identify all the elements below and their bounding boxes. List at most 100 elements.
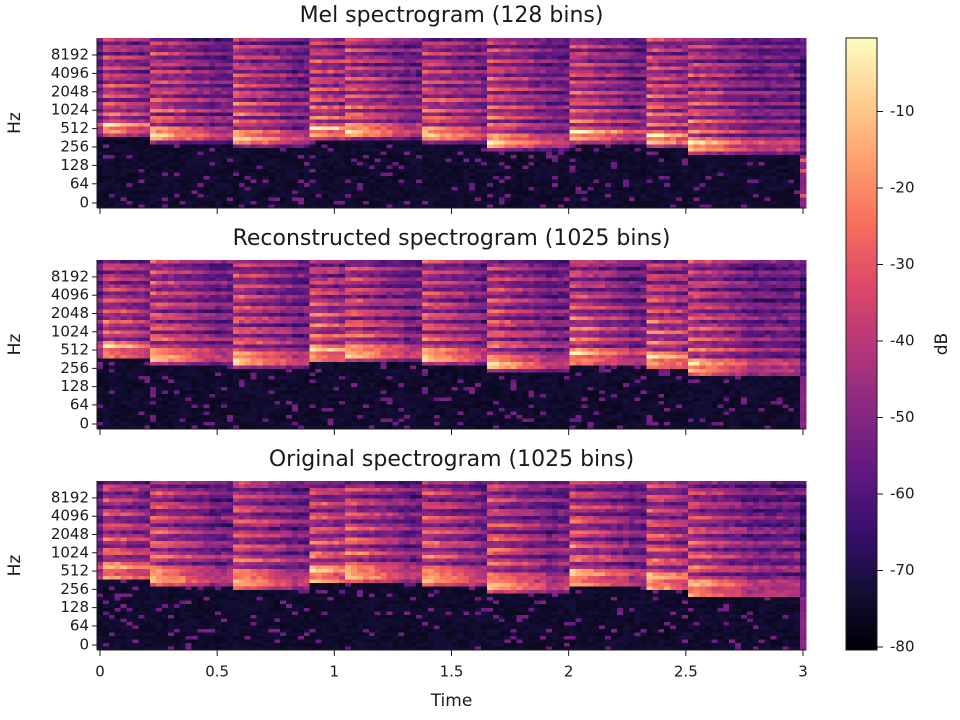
heatmap-cell — [232, 98, 240, 103]
heatmap-cell — [244, 59, 252, 64]
heatmap-cell — [670, 190, 677, 195]
heatmap-cell — [616, 176, 624, 181]
heatmap-cell — [345, 179, 352, 184]
heatmap-cell — [664, 112, 671, 117]
heatmap-cell — [581, 66, 588, 71]
heatmap-cell — [433, 144, 441, 149]
heatmap-cell — [156, 80, 163, 85]
heatmap-cell — [226, 161, 234, 167]
heatmap-cell — [587, 80, 594, 85]
heatmap-cell — [345, 91, 352, 96]
heatmap-cell — [386, 38, 394, 43]
heatmap-cell — [469, 73, 476, 78]
heatmap-cell — [540, 108, 547, 113]
heatmap-cell — [380, 176, 388, 181]
heatmap-cell — [421, 130, 429, 135]
heatmap-cell — [540, 80, 547, 85]
heatmap-cell — [492, 200, 500, 206]
heatmap-cell — [593, 204, 600, 209]
heatmap-cell — [439, 41, 447, 46]
heatmap-cell — [634, 161, 642, 167]
heatmap-cell — [197, 108, 204, 113]
heatmap-cell — [339, 147, 346, 152]
heatmap-cell — [179, 200, 187, 206]
heatmap-cell — [463, 108, 470, 113]
heatmap-cell — [150, 169, 157, 174]
heatmap-cell — [327, 165, 334, 170]
heatmap-cell — [551, 193, 559, 198]
heatmap-cell — [557, 59, 565, 64]
heatmap-cell — [333, 161, 340, 167]
heatmap-cell — [563, 165, 571, 170]
heatmap-cell — [238, 45, 246, 50]
heatmap-cell — [528, 84, 535, 89]
heatmap-cell — [173, 101, 181, 106]
heatmap-cell — [244, 151, 252, 156]
heatmap-cell — [628, 52, 636, 57]
heatmap-cell — [528, 115, 535, 121]
heatmap-cell — [108, 101, 116, 106]
heatmap-cell — [575, 123, 583, 128]
heatmap-cell — [232, 62, 240, 67]
heatmap-cell — [587, 147, 594, 152]
heatmap-cell — [664, 169, 671, 174]
heatmap-cell — [628, 91, 636, 96]
heatmap-cell — [687, 158, 695, 163]
heatmap-cell — [280, 169, 287, 174]
heatmap-cell — [605, 204, 612, 209]
heatmap-cell — [156, 190, 163, 195]
heatmap-cell — [221, 137, 228, 142]
heatmap-cell — [244, 204, 252, 209]
heatmap-cell — [492, 197, 500, 202]
heatmap-cell — [457, 87, 464, 92]
heatmap-cell — [439, 154, 447, 160]
heatmap-cell — [191, 115, 199, 121]
heatmap-cell — [445, 84, 453, 89]
heatmap-cell — [209, 108, 216, 113]
heatmap-cell — [475, 91, 482, 96]
heatmap-cell — [593, 133, 600, 138]
heatmap-cell — [197, 91, 204, 96]
heatmap-cell — [221, 55, 228, 60]
heatmap-cell — [693, 158, 701, 163]
heatmap-cell — [286, 176, 293, 181]
heatmap-cell — [238, 112, 246, 117]
heatmap-cell — [416, 154, 423, 160]
heatmap-cell — [191, 84, 199, 89]
heatmap-cell — [291, 98, 299, 103]
heatmap-cell — [356, 73, 364, 78]
heatmap-cell — [97, 183, 104, 188]
heatmap-cell — [374, 84, 382, 89]
heatmap-cell — [209, 119, 216, 124]
heatmap-cell — [161, 193, 169, 198]
heatmap-cell — [486, 115, 494, 121]
heatmap-cell — [587, 91, 594, 96]
heatmap-cell — [114, 126, 122, 131]
heatmap-cell — [374, 98, 382, 103]
heatmap-cell — [516, 94, 523, 99]
heatmap-cell — [209, 165, 216, 170]
heatmap-cell — [386, 94, 394, 99]
heatmap-cell — [404, 84, 411, 89]
heatmap-cell — [268, 55, 275, 60]
heatmap-cell — [681, 179, 689, 184]
heatmap-cell — [687, 73, 695, 78]
heatmap-cell — [392, 55, 399, 60]
heatmap-cell — [286, 161, 293, 167]
heatmap-cell — [557, 126, 565, 131]
heatmap-cell — [303, 55, 311, 60]
heatmap-cell — [132, 94, 139, 99]
heatmap-cell — [611, 91, 618, 96]
heatmap-cell — [262, 176, 269, 181]
heatmap-cell — [185, 176, 193, 181]
heatmap-cell — [167, 161, 175, 167]
heatmap-cell — [699, 158, 707, 163]
heatmap-cell — [416, 193, 423, 198]
heatmap-cell — [622, 52, 630, 57]
heatmap-cell — [528, 144, 535, 149]
heatmap-cell — [433, 183, 441, 188]
heatmap-cell — [398, 119, 405, 124]
heatmap-cell — [587, 84, 594, 89]
heatmap-cell — [433, 151, 441, 156]
heatmap-cell — [457, 105, 464, 110]
